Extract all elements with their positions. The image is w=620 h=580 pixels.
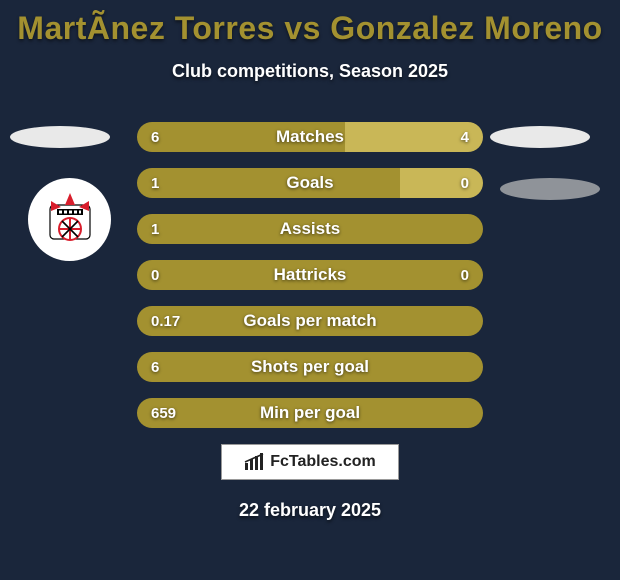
right-team-ellipse-2: [500, 178, 600, 200]
stat-value-right: 4: [461, 122, 469, 152]
stat-value-right: 0: [461, 168, 469, 198]
comparison-infographic: MartÃ­nez Torres vs Gonzalez Moreno Club…: [0, 0, 620, 580]
page-title: MartÃ­nez Torres vs Gonzalez Moreno: [0, 0, 620, 47]
bars-icon: [244, 453, 266, 471]
stat-label: Hattricks: [137, 260, 483, 290]
stat-value-right: 0: [461, 260, 469, 290]
club-crest-icon: [37, 187, 103, 253]
stat-label: Matches: [137, 122, 483, 152]
attribution-text: FcTables.com: [270, 453, 376, 471]
stat-value-left: 1: [151, 214, 159, 244]
stat-row: Matches6 4: [137, 122, 483, 152]
stat-row: Min per goal659: [137, 398, 483, 428]
stat-row: Goals1 0: [137, 168, 483, 198]
stat-label: Assists: [137, 214, 483, 244]
stats-chart: Matches64Goals10Assists1Hattricks00Goals…: [137, 122, 483, 444]
subtitle: Club competitions, Season 2025: [0, 61, 620, 82]
attribution-box: FcTables.com: [221, 444, 399, 480]
stat-value-left: 6: [151, 352, 159, 382]
stat-row: Assists1: [137, 214, 483, 244]
stat-value-left: 0: [151, 260, 159, 290]
stat-label: Min per goal: [137, 398, 483, 428]
stat-label: Goals per match: [137, 306, 483, 336]
left-team-ellipse-1: [10, 126, 110, 148]
stat-label: Goals: [137, 168, 483, 198]
stat-row: Shots per goal6: [137, 352, 483, 382]
stat-value-left: 1: [151, 168, 159, 198]
stat-value-left: 0.17: [151, 306, 180, 336]
left-team-badge: [28, 178, 111, 261]
date-text: 22 february 2025: [0, 500, 620, 521]
stat-value-left: 659: [151, 398, 176, 428]
stat-value-left: 6: [151, 122, 159, 152]
right-team-ellipse-1: [490, 126, 590, 148]
stat-label: Shots per goal: [137, 352, 483, 382]
stat-row: Goals per match0.17: [137, 306, 483, 336]
stat-row: Hattricks0 0: [137, 260, 483, 290]
